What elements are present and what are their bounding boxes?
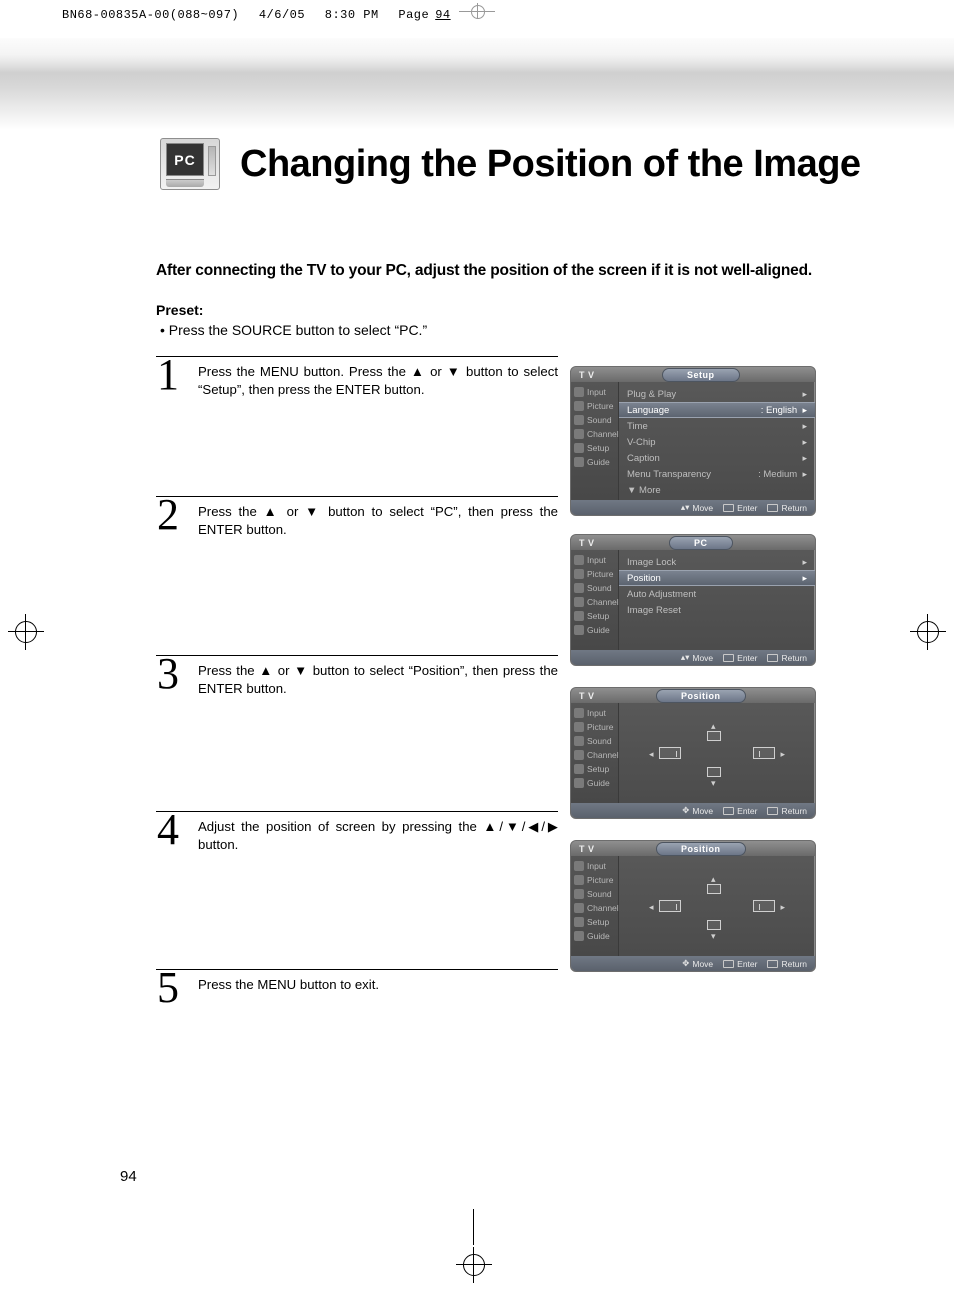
step-num: 5 [156, 970, 180, 1005]
enter-icon [723, 504, 734, 512]
header-crop-mark [457, 5, 497, 25]
crop-mark-right [910, 614, 946, 650]
return-icon [767, 960, 778, 968]
osd-setup: T V Setup InputPictureSoundChannelSetupG… [570, 366, 816, 516]
osd-side-item: Channel [571, 748, 618, 762]
osd-side-item: Setup [571, 441, 618, 455]
osd-side-item: Sound [571, 734, 618, 748]
pc-icon: PC [160, 138, 220, 190]
move4-icon: ✥ [682, 958, 689, 969]
osd-side-item: Picture [571, 399, 618, 413]
osd-row: Plug & Play▸ [627, 386, 807, 402]
osd-row: ▼ More [627, 482, 807, 498]
print-date: 4/6/05 [259, 8, 305, 22]
osd-hdr-left: T V [579, 370, 595, 380]
osd-side-item: Guide [571, 776, 618, 790]
osd-row: Time▸ [627, 418, 807, 434]
osd-side-item: Input [571, 706, 618, 720]
osd-row: Caption▸ [627, 450, 807, 466]
osd-side-item: Setup [571, 762, 618, 776]
intro-text: After connecting the TV to your PC, adju… [156, 262, 824, 280]
step-num: 4 [156, 812, 180, 847]
step-text: Press the MENU button to exit. [198, 972, 379, 994]
print-header: BN68-00835A-00(088~097) 4/6/05 8:30 PM P… [62, 5, 497, 25]
osd-side-item: Channel [571, 427, 618, 441]
print-page-num: 94 [435, 8, 450, 22]
step-text: Press the ▲ or ▼ button to select “Posit… [198, 658, 558, 698]
step-text: Adjust the position of screen by pressin… [198, 814, 558, 854]
osd-side-item: Guide [571, 623, 618, 637]
page-number: 94 [120, 1168, 137, 1185]
updown-icon: ▴▾ [681, 502, 690, 513]
osd-row: V-Chip▸ [627, 434, 807, 450]
osd-hdr-left: T V [579, 844, 595, 854]
osd-row: Menu Transparency: Medium ▸ [627, 466, 807, 482]
step-text: Press the ▲ or ▼ button to select “PC”, … [198, 499, 558, 539]
crop-mark-bottom [456, 1247, 492, 1283]
osd-side-item: Picture [571, 567, 618, 581]
osd-row: Language: English ▸ [619, 402, 815, 418]
osd-hdr-left: T V [579, 691, 595, 701]
step-2: 2 Press the ▲ or ▼ button to select “PC”… [156, 496, 558, 539]
osd-row: Position▸ [619, 570, 815, 586]
osd-side-item: Sound [571, 581, 618, 595]
osd-row: Image Lock▸ [627, 554, 807, 570]
page-title: Changing the Position of the Image [240, 143, 861, 186]
preset-heading: Preset: [156, 302, 824, 318]
brushed-band [0, 38, 954, 130]
osd-side-item: Input [571, 385, 618, 399]
osd-side-item: Picture [571, 873, 618, 887]
osd-side-item: Guide [571, 929, 618, 943]
step-num: 1 [156, 357, 180, 392]
crop-mark-left [8, 614, 44, 650]
osd-pc: T V PC InputPictureSoundChannelSetupGuid… [570, 534, 816, 666]
osd-side-item: Channel [571, 901, 618, 915]
step-text: Press the MENU button. Press the ▲ or ▼ … [198, 359, 558, 399]
position-cross-icon: ▴▾ ◂▸ [653, 880, 781, 934]
osd-side-item: Setup [571, 609, 618, 623]
enter-icon [723, 654, 734, 662]
print-time: 8:30 PM [325, 8, 379, 22]
return-icon [767, 504, 778, 512]
osd-pill: Position [656, 842, 746, 856]
pc-icon-label: PC [166, 143, 204, 176]
enter-icon [723, 807, 734, 815]
step-3: 3 Press the ▲ or ▼ button to select “Pos… [156, 655, 558, 698]
return-icon [767, 807, 778, 815]
osd-side-item: Channel [571, 595, 618, 609]
move4-icon: ✥ [682, 805, 689, 816]
osd-side-item: Input [571, 553, 618, 567]
updown-icon: ▴▾ [681, 652, 690, 663]
step-num: 2 [156, 497, 180, 532]
step-4: 4 Adjust the position of screen by press… [156, 811, 558, 854]
osd-hdr-left: T V [579, 538, 595, 548]
crop-line-bottom [473, 1209, 474, 1245]
osd-position-1: T V Position InputPictureSoundChannelSet… [570, 687, 816, 819]
osd-pill: PC [669, 536, 733, 550]
osd-side-item: Guide [571, 455, 618, 469]
preset-item: Press the SOURCE button to select “PC.” [156, 322, 824, 338]
osd-side-item: Setup [571, 915, 618, 929]
osd-pill: Position [656, 689, 746, 703]
osd-row: Image Reset [627, 602, 807, 618]
osd-row: Auto Adjustment [627, 586, 807, 602]
osd-pill: Setup [662, 368, 740, 382]
print-page-word: Page [398, 8, 429, 22]
osd-side-item: Input [571, 859, 618, 873]
step-5: 5 Press the MENU button to exit. [156, 969, 558, 1005]
osd-side-item: Sound [571, 887, 618, 901]
osd-side-item: Sound [571, 413, 618, 427]
print-file: BN68-00835A-00(088~097) [62, 8, 239, 22]
return-icon [767, 654, 778, 662]
step-num: 3 [156, 656, 180, 691]
step-1: 1 Press the MENU button. Press the ▲ or … [156, 356, 558, 399]
position-cross-icon: ▴▾ ◂▸ [653, 727, 781, 781]
enter-icon [723, 960, 734, 968]
osd-position-2: T V Position InputPictureSoundChannelSet… [570, 840, 816, 972]
osd-side-item: Picture [571, 720, 618, 734]
